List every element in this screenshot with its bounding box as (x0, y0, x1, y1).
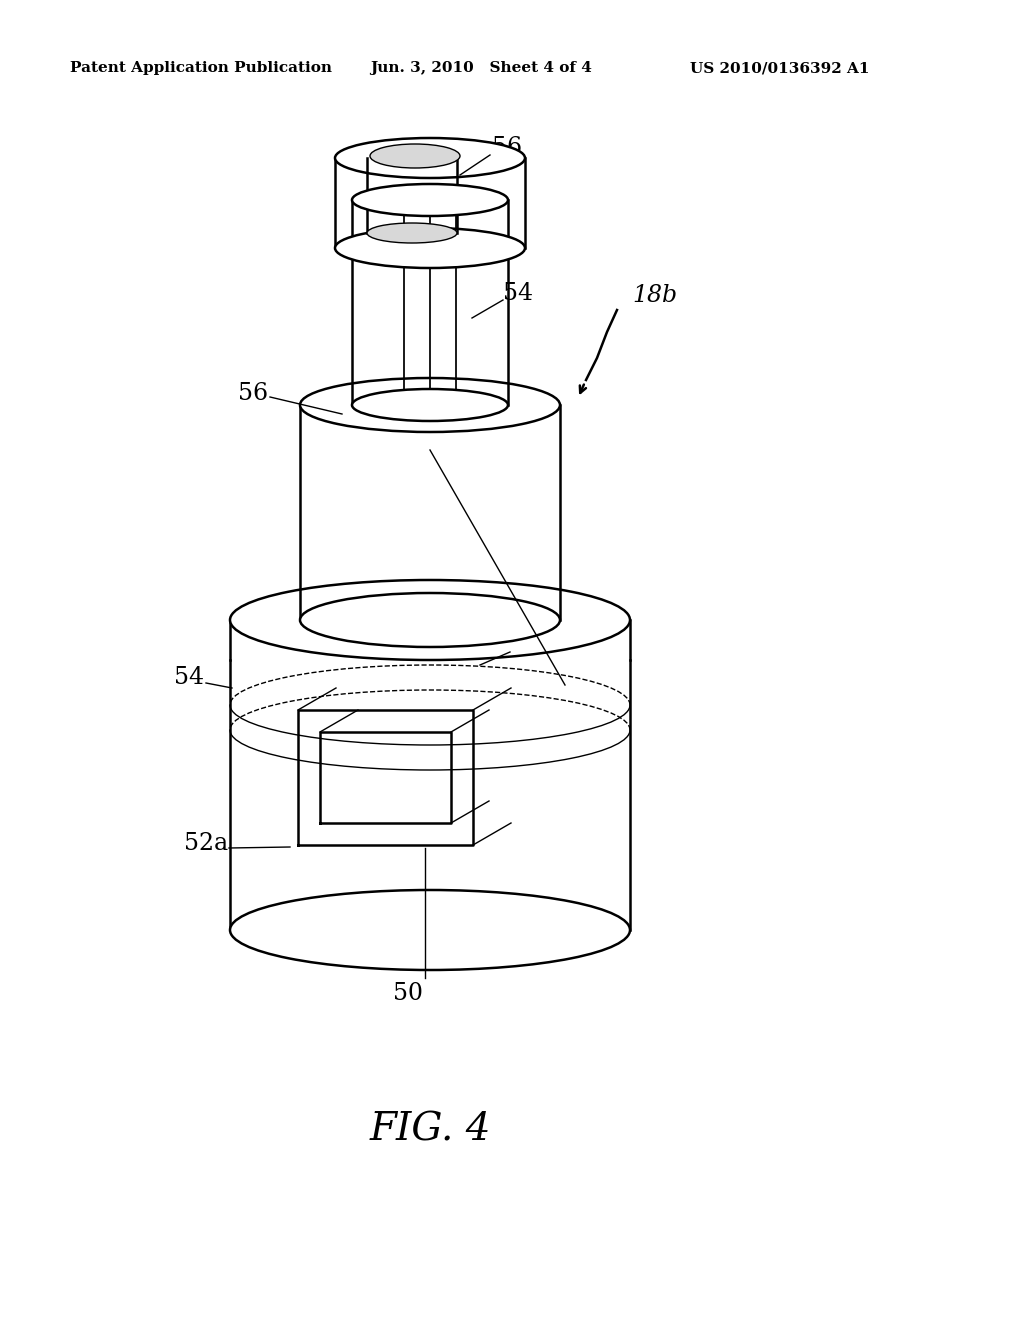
Text: 56: 56 (492, 136, 522, 160)
Ellipse shape (300, 378, 560, 432)
Ellipse shape (370, 144, 460, 168)
Ellipse shape (352, 389, 508, 421)
Ellipse shape (352, 183, 508, 216)
Text: US 2010/0136392 A1: US 2010/0136392 A1 (690, 61, 869, 75)
Ellipse shape (367, 223, 457, 243)
Text: 54: 54 (503, 281, 534, 305)
Ellipse shape (335, 139, 525, 178)
Ellipse shape (335, 228, 525, 268)
Text: 54: 54 (174, 667, 204, 689)
Text: 18b: 18b (632, 285, 677, 308)
Text: FIG. 4: FIG. 4 (370, 1111, 490, 1148)
Ellipse shape (230, 579, 630, 660)
Text: Patent Application Publication: Patent Application Publication (70, 61, 332, 75)
Text: 52a: 52a (184, 832, 228, 854)
Text: 56: 56 (238, 381, 268, 404)
Text: Jun. 3, 2010   Sheet 4 of 4: Jun. 3, 2010 Sheet 4 of 4 (370, 61, 592, 75)
Ellipse shape (230, 890, 630, 970)
Ellipse shape (300, 593, 560, 647)
Text: 52: 52 (510, 634, 540, 656)
Text: 50: 50 (393, 982, 423, 1005)
